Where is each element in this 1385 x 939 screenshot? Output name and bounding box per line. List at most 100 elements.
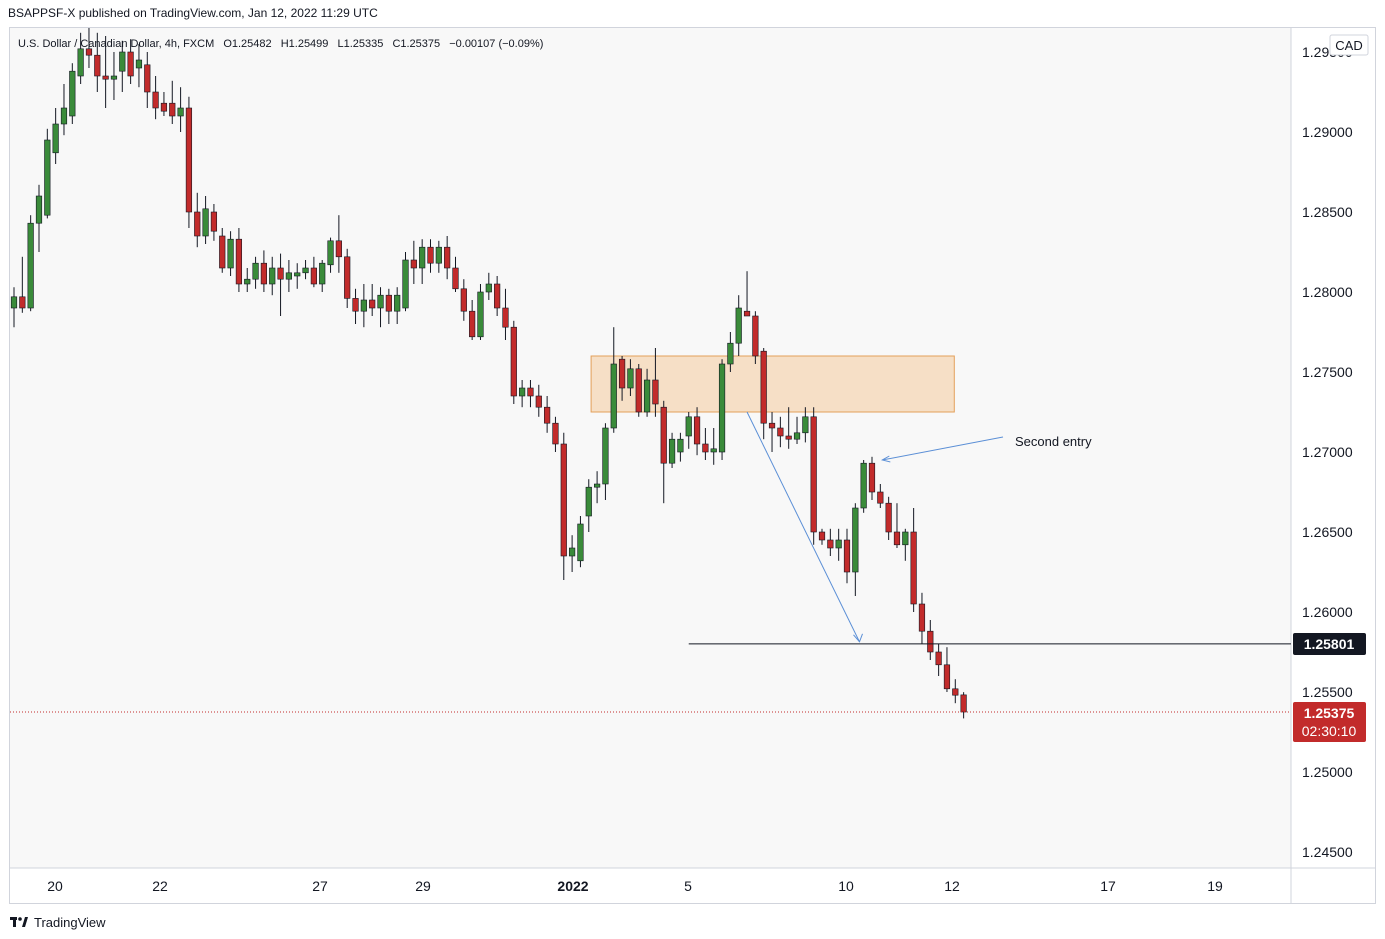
date-tick-label: 10 bbox=[838, 878, 854, 894]
candle-body bbox=[560, 443, 567, 557]
candle-body bbox=[893, 531, 901, 546]
candle-body bbox=[777, 427, 784, 437]
candle-body bbox=[768, 422, 776, 429]
candle-body bbox=[552, 422, 559, 445]
candle-body bbox=[843, 539, 851, 573]
footer-brand[interactable]: TradingView bbox=[34, 914, 106, 930]
candle-body bbox=[427, 246, 434, 264]
candle-body bbox=[610, 363, 617, 429]
candle-body bbox=[868, 462, 876, 493]
candle-body bbox=[585, 486, 592, 517]
tradingview-logo-icon bbox=[10, 917, 28, 927]
candle-body bbox=[477, 291, 484, 338]
candle-body bbox=[144, 64, 151, 93]
candle-body bbox=[918, 603, 926, 632]
candle-body bbox=[618, 358, 626, 389]
date-tick-label: 5 bbox=[684, 878, 692, 894]
date-tick-label: 19 bbox=[1207, 878, 1223, 894]
candle-body bbox=[394, 294, 401, 312]
candle-body bbox=[185, 107, 193, 213]
candle-body bbox=[927, 630, 934, 653]
candle-layer bbox=[10, 28, 967, 719]
change-value: −0.00107 (−0.09%) bbox=[449, 38, 543, 50]
candle-body bbox=[652, 379, 659, 405]
candle-body bbox=[269, 267, 276, 285]
candle-body bbox=[810, 416, 817, 533]
price-tick-label: 1.27000 bbox=[1302, 444, 1353, 460]
candle-body bbox=[743, 310, 751, 317]
date-tick-label: 29 bbox=[415, 878, 431, 894]
date-tick-label: 27 bbox=[312, 878, 328, 894]
candle-body bbox=[702, 443, 709, 453]
date-axis[interactable]: 20 22 27 29 2022 5 10 12 17 19 bbox=[47, 878, 1223, 894]
candle-body bbox=[452, 267, 459, 290]
price-tick-label: 1.24500 bbox=[1302, 844, 1353, 860]
last-price-value: 1.25375 bbox=[1304, 705, 1355, 721]
candle-body bbox=[235, 238, 243, 285]
candle-body bbox=[319, 262, 326, 285]
projection-arrow-line bbox=[746, 411, 860, 643]
candle-body bbox=[593, 483, 601, 488]
candle-body bbox=[277, 267, 284, 280]
candle-body bbox=[227, 238, 234, 269]
candle-body bbox=[335, 240, 342, 258]
candle-body bbox=[602, 427, 609, 485]
second-entry-arrowhead-icon bbox=[880, 455, 891, 463]
candle-body bbox=[793, 432, 801, 440]
price-tick-label: 1.25000 bbox=[1302, 764, 1353, 780]
candle-body bbox=[160, 102, 168, 112]
price-tick-label: 1.26000 bbox=[1302, 604, 1353, 620]
candle-body bbox=[643, 379, 651, 413]
candle-body bbox=[635, 368, 642, 413]
high-value: H1.25499 bbox=[281, 38, 329, 50]
currency-badge[interactable] bbox=[1329, 34, 1369, 56]
candle-body bbox=[535, 395, 542, 408]
symbol-text: U.S. Dollar / Canadian Dollar, 4h, FXCM bbox=[18, 38, 214, 50]
date-tick-label: 12 bbox=[944, 878, 960, 894]
candle-body bbox=[410, 259, 417, 269]
candle-body bbox=[877, 491, 884, 504]
date-tick-label: 17 bbox=[1100, 878, 1116, 894]
ohlc-legend: U.S. Dollar / Canadian Dollar, 4h, FXCM … bbox=[18, 38, 543, 50]
chart-panel[interactable]: U.S. Dollar / Canadian Dollar, 4h, FXCM … bbox=[9, 27, 1376, 904]
candle-body bbox=[202, 208, 209, 237]
candle-body bbox=[194, 211, 201, 237]
candle-body bbox=[285, 272, 292, 280]
plot-area[interactable] bbox=[10, 28, 1291, 868]
level-price-value: 1.25801 bbox=[1304, 636, 1355, 652]
candle-body bbox=[127, 51, 134, 77]
candle-body bbox=[310, 267, 317, 285]
candle-body bbox=[360, 299, 367, 312]
candle-body bbox=[960, 694, 967, 713]
candle-body bbox=[735, 307, 742, 344]
zone-layer bbox=[590, 355, 955, 413]
candle-body bbox=[835, 539, 842, 549]
second-entry-label: Second entry bbox=[1015, 434, 1092, 449]
candle-body bbox=[577, 523, 584, 562]
candle-body bbox=[935, 651, 942, 666]
candle-body bbox=[377, 294, 384, 309]
candle-body bbox=[210, 211, 218, 232]
candle-body bbox=[952, 688, 959, 696]
candle-body bbox=[110, 75, 118, 80]
open-value: O1.25482 bbox=[223, 38, 271, 50]
candle-body bbox=[369, 299, 376, 309]
candle-body bbox=[494, 283, 501, 309]
candle-body bbox=[27, 222, 34, 309]
published-text: BSAPPSF-X published on TradingView.com, … bbox=[8, 6, 378, 20]
candle-body bbox=[860, 462, 867, 509]
price-tick-label: 1.28000 bbox=[1302, 284, 1353, 300]
chart-svg[interactable]: U.S. Dollar / Canadian Dollar, 4h, FXCM … bbox=[10, 28, 1375, 903]
candle-body bbox=[102, 75, 109, 80]
candle-body bbox=[252, 262, 259, 280]
candle-body bbox=[419, 246, 426, 269]
candle-body bbox=[802, 416, 809, 434]
candle-body bbox=[785, 435, 792, 440]
level-price-tag bbox=[1293, 633, 1366, 655]
candle-body bbox=[852, 507, 859, 573]
candle-body bbox=[627, 368, 634, 389]
countdown-value: 02:30:10 bbox=[1302, 723, 1357, 739]
candle-body bbox=[352, 298, 359, 312]
candle-body bbox=[177, 107, 184, 117]
candle-body bbox=[219, 235, 226, 269]
